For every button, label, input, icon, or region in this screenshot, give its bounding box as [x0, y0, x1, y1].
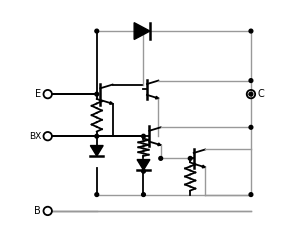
Circle shape — [95, 92, 99, 96]
Circle shape — [95, 134, 99, 138]
Circle shape — [142, 193, 145, 196]
Circle shape — [249, 193, 253, 196]
Polygon shape — [110, 102, 113, 104]
Circle shape — [159, 157, 163, 160]
Circle shape — [95, 29, 99, 33]
Polygon shape — [156, 96, 158, 99]
Polygon shape — [90, 145, 103, 156]
Polygon shape — [202, 165, 205, 168]
Circle shape — [95, 193, 99, 196]
Circle shape — [142, 169, 145, 173]
Circle shape — [249, 125, 253, 129]
Circle shape — [249, 79, 253, 82]
Circle shape — [249, 29, 253, 33]
Circle shape — [142, 134, 145, 138]
Text: C: C — [257, 89, 264, 99]
Circle shape — [249, 92, 253, 96]
Circle shape — [142, 29, 145, 33]
Text: BX: BX — [29, 132, 41, 141]
Polygon shape — [137, 160, 150, 170]
Text: B: B — [34, 206, 41, 216]
Circle shape — [188, 157, 192, 160]
Polygon shape — [134, 23, 150, 39]
Polygon shape — [158, 143, 161, 146]
Text: E: E — [35, 89, 41, 99]
